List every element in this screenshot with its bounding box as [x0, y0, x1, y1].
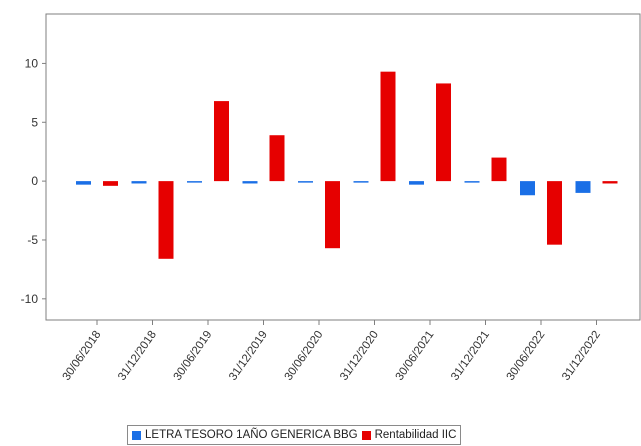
legend-item-series-2: Rentabilidad IIC [361, 429, 457, 441]
x-tick-label: 31/12/2021 [449, 329, 492, 383]
bar-series-1-2 [187, 181, 202, 183]
y-tick-label: 0 [31, 174, 38, 188]
x-tick-label: 31/12/2020 [338, 329, 381, 383]
x-tick-label: 30/06/2019 [172, 329, 215, 383]
y-tick-label: -5 [27, 233, 38, 247]
x-tick-label: 30/06/2020 [283, 329, 326, 383]
y-tick-label: -10 [21, 292, 39, 306]
bar-series-1-4 [298, 181, 313, 183]
bar-series-1-0 [76, 181, 91, 185]
x-tick-label: 31/12/2019 [227, 329, 270, 383]
bar-series-2-8 [547, 181, 562, 245]
legend-swatch-series-2 [361, 430, 371, 440]
y-axis: 10 5 0 -5 -10 [21, 56, 46, 306]
y-tick-label: 5 [31, 115, 38, 129]
bars [76, 71, 618, 259]
bar-series-1-9 [575, 181, 591, 193]
bar-series-2-6 [436, 83, 451, 182]
bar-series-1-1 [131, 181, 147, 184]
x-tick-label: 30/06/2022 [505, 329, 548, 383]
bar-series-2-2 [214, 101, 229, 182]
y-tick-label: 10 [25, 56, 39, 70]
x-tick-label: 30/06/2021 [394, 329, 437, 383]
legend: LETRA TESORO 1AÑO GENERICA BBG Rentabili… [127, 425, 462, 445]
bar-series-2-1 [158, 181, 174, 259]
legend-label-series-1: LETRA TESORO 1AÑO GENERICA BBG [145, 429, 358, 441]
x-tick-label: 30/06/2018 [61, 329, 104, 383]
bar-series-2-4 [325, 181, 340, 249]
bar-series-1-6 [409, 181, 424, 185]
bar-series-2-7 [491, 157, 507, 182]
legend-item-series-1: LETRA TESORO 1AÑO GENERICA BBG [132, 429, 358, 441]
legend-swatch-series-1 [132, 430, 141, 440]
bar-series-1-7 [464, 181, 480, 183]
bar-series-2-5 [380, 71, 396, 182]
bar-series-1-8 [520, 181, 535, 196]
bar-series-2-9 [602, 181, 618, 184]
x-tick-label: 31/12/2022 [560, 329, 603, 383]
legend-label-series-2: Rentabilidad IIC [374, 429, 457, 441]
bar-series-1-5 [353, 181, 369, 183]
bar-series-1-3 [242, 181, 258, 184]
x-axis: 30/06/2018 31/12/2018 30/06/2019 31/12/2019… [61, 320, 603, 383]
x-tick-label: 31/12/2018 [116, 329, 159, 383]
bar-series-2-0 [103, 181, 118, 186]
plot-area [45, 13, 641, 321]
bar-series-2-3 [269, 135, 285, 182]
